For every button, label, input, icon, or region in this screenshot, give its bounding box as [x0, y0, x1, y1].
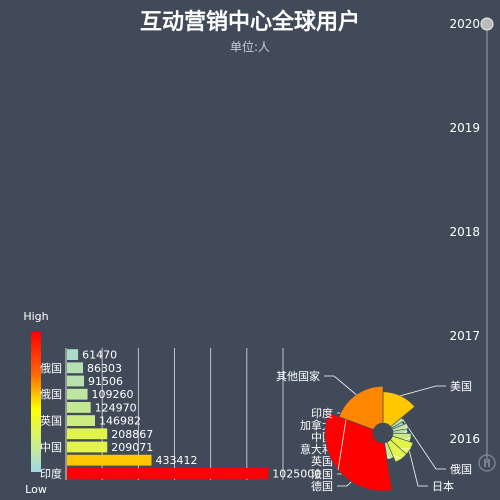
- bar-category-label: 英国: [40, 414, 62, 428]
- pie-label: 德国: [311, 479, 333, 493]
- bar-value-label: 91506: [88, 375, 123, 388]
- bar[interactable]: [67, 401, 91, 413]
- bar[interactable]: [67, 415, 95, 427]
- bar-category-label: 中国: [40, 441, 62, 454]
- pause-icon: [484, 459, 486, 467]
- bar[interactable]: [67, 441, 108, 453]
- bar[interactable]: [67, 375, 85, 387]
- chart-subtitle: 单位:人: [229, 40, 271, 54]
- bar-value-label: 61470: [82, 349, 117, 362]
- pie-label: 其他国家: [276, 369, 320, 383]
- timeline-year[interactable]: 2019: [449, 121, 480, 135]
- bar-value-label: 209071: [111, 441, 153, 454]
- pie-label-line: [324, 375, 357, 395]
- bar-value-label: 1025000: [272, 467, 321, 480]
- timeline-year[interactable]: 2018: [449, 225, 480, 239]
- pie-label: 美国: [450, 380, 472, 393]
- bar[interactable]: [67, 362, 84, 374]
- timeline-play-button[interactable]: [478, 454, 496, 472]
- bar-value-label: 208867: [111, 428, 153, 441]
- pie-label: 法国: [311, 467, 333, 481]
- bar-value-label: 109260: [92, 388, 134, 401]
- timeline-year[interactable]: 2017: [449, 329, 480, 343]
- bar-value-label: 124970: [95, 401, 137, 414]
- chart-title: 互动营销中心全球用户: [139, 10, 360, 35]
- bar[interactable]: [67, 388, 88, 400]
- pie-label-line: [400, 385, 446, 397]
- bar[interactable]: [67, 454, 152, 466]
- bar-value-label: 146982: [99, 415, 141, 428]
- pie-label-line: [402, 419, 446, 470]
- bar-value-label: 433412: [156, 454, 198, 467]
- bar[interactable]: [67, 349, 79, 361]
- pie-label: 意大利: [300, 442, 333, 456]
- timeline-year[interactable]: 2020: [449, 17, 480, 31]
- visualmap-gradient-bar[interactable]: [31, 332, 41, 472]
- visualmap-low-label: Low: [25, 483, 47, 496]
- pie-slice[interactable]: [382, 391, 416, 428]
- pie-label: 英国: [311, 454, 333, 468]
- visualmap-high-label: High: [23, 310, 48, 323]
- bar[interactable]: [67, 428, 108, 440]
- pie-label: 俄国: [450, 463, 472, 476]
- bar-category-label: 俄国: [40, 388, 62, 401]
- pie-label: 加拿大: [300, 418, 333, 432]
- bar-category-label: 俄国: [40, 362, 62, 375]
- timeline-current-handle[interactable]: [480, 17, 494, 31]
- pie-label: 日本: [432, 479, 454, 493]
- pie-label: 印度: [311, 406, 333, 420]
- pie-slice[interactable]: [338, 385, 384, 430]
- timeline-year[interactable]: 2016: [449, 432, 480, 446]
- pie-slice[interactable]: [324, 412, 393, 492]
- bar[interactable]: [67, 467, 269, 479]
- bar-category-label: 印度: [40, 466, 62, 480]
- bar-value-label: 86303: [87, 362, 122, 375]
